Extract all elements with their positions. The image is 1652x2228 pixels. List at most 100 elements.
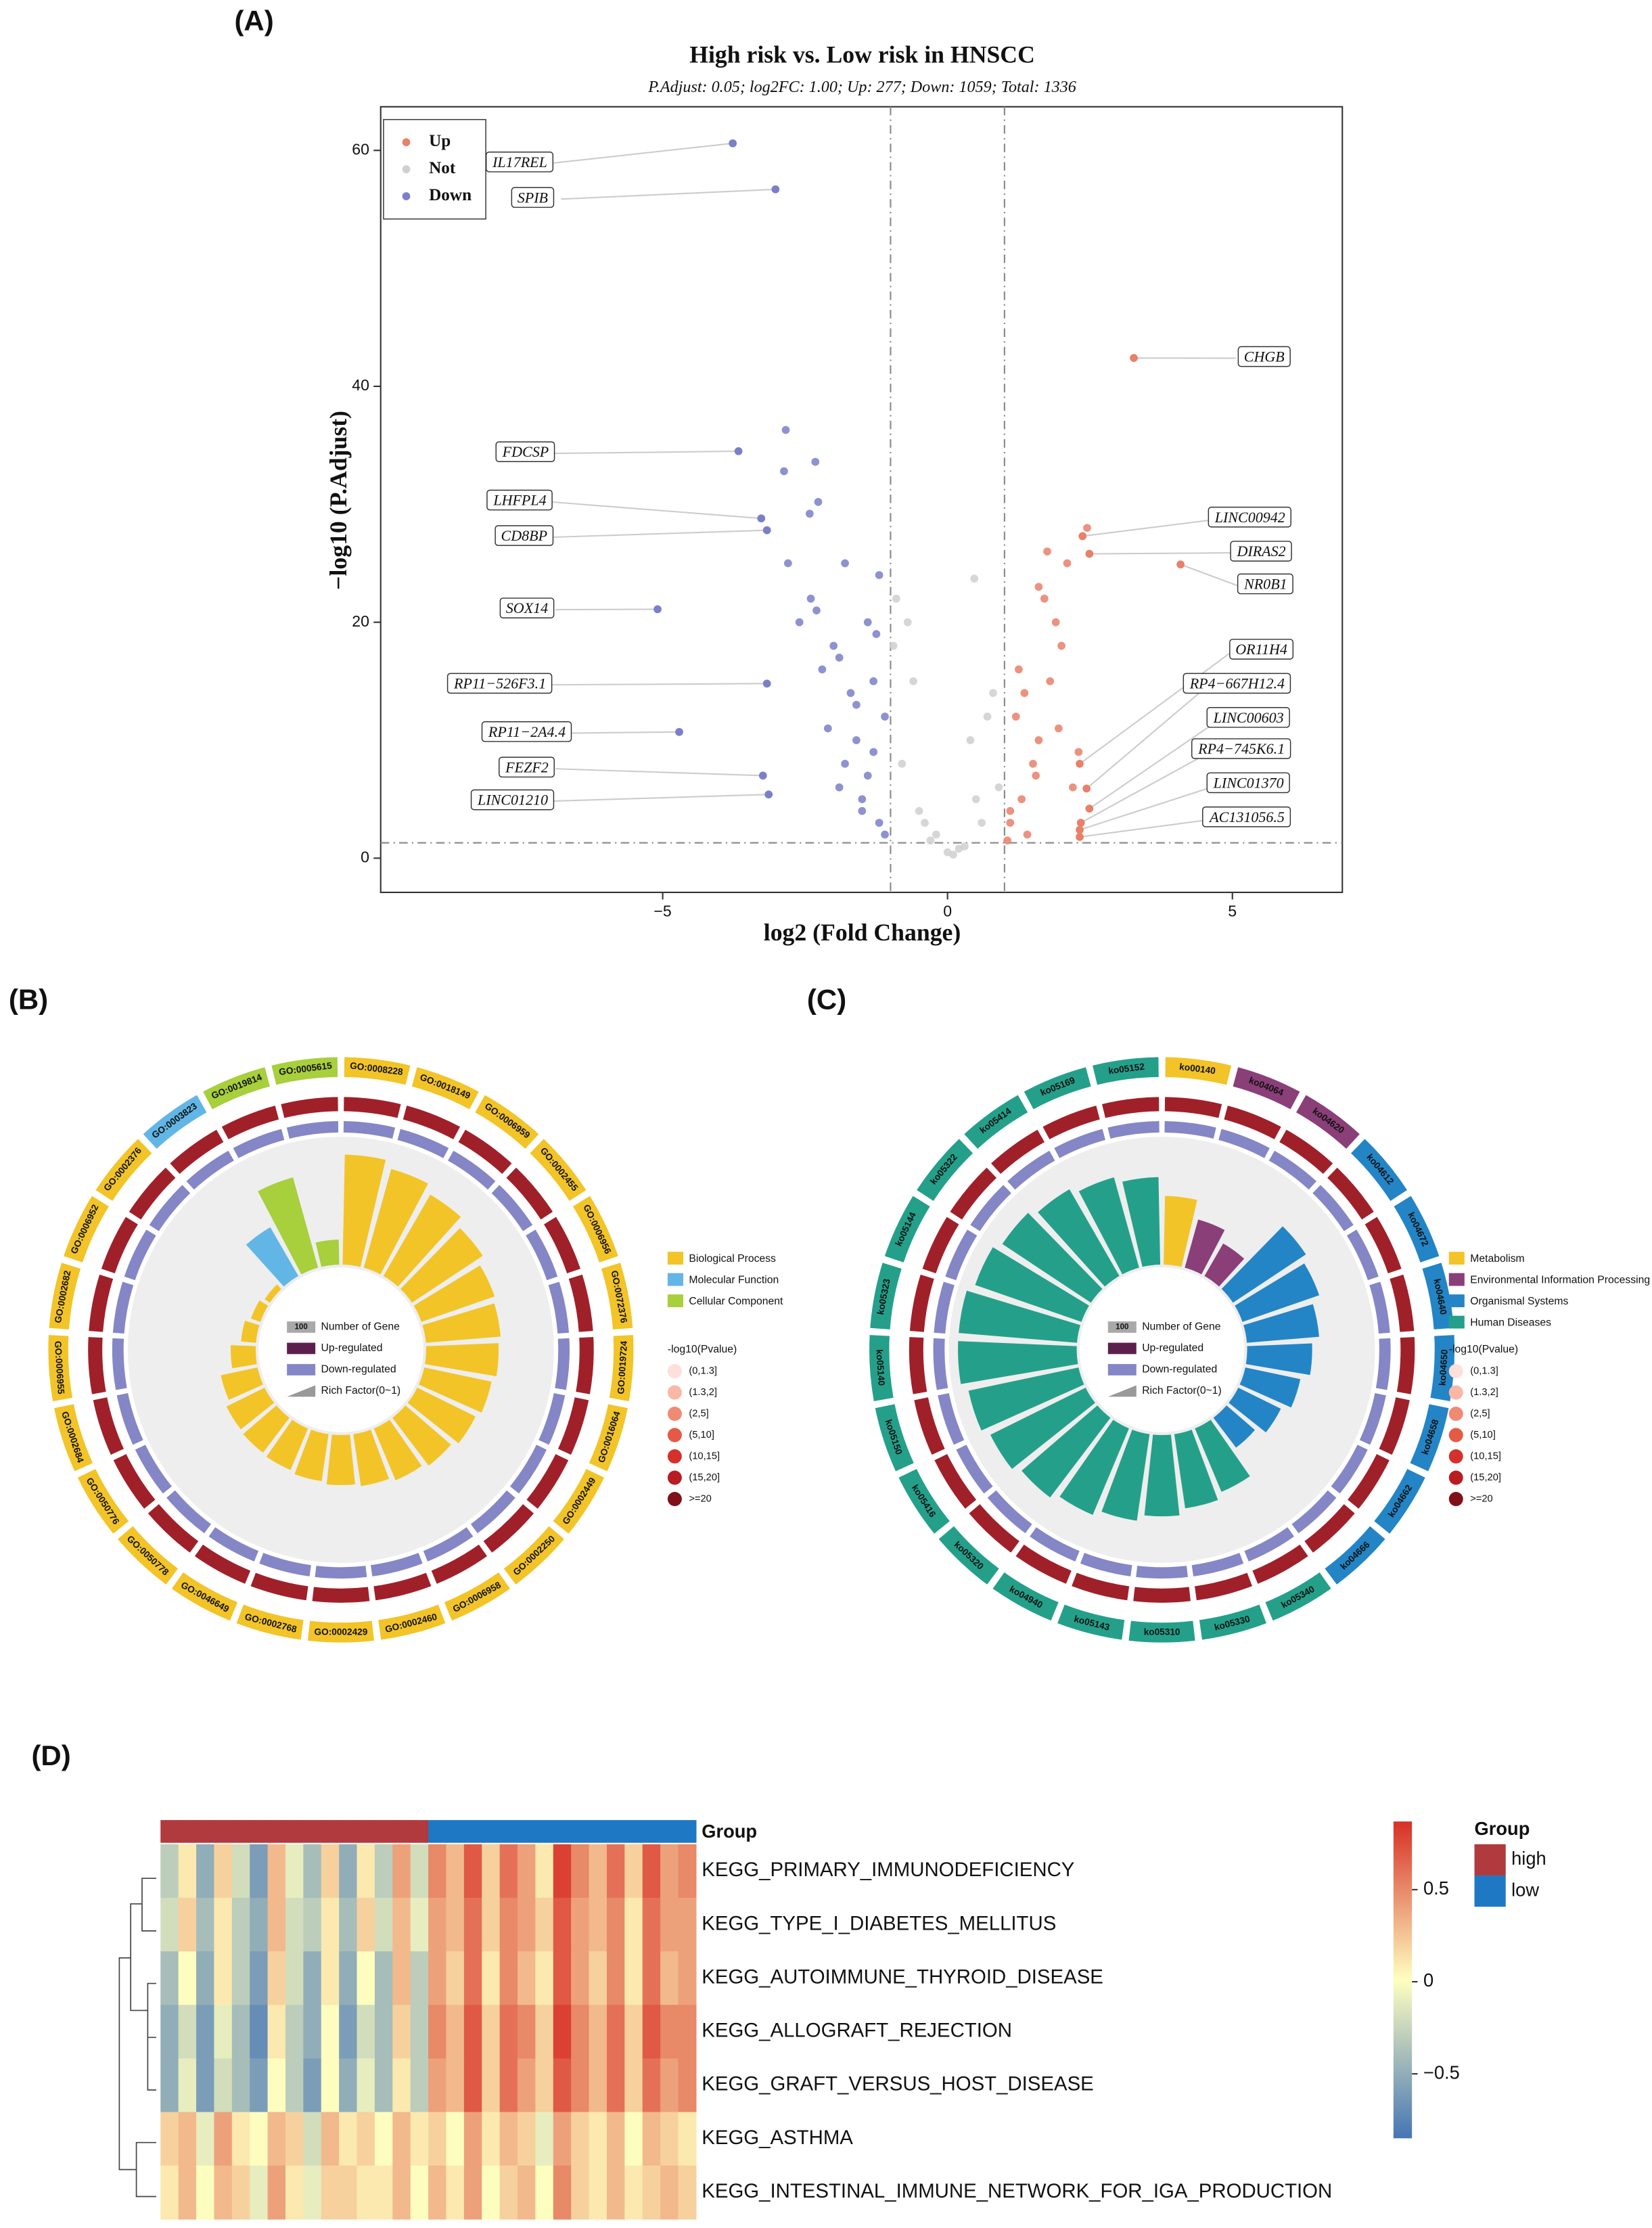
- rich-bar: [413, 1265, 495, 1322]
- pvalue-label: (1.3,2]: [689, 1387, 717, 1398]
- heat-cell: [339, 1897, 358, 1952]
- down-ring: [1244, 1527, 1294, 1562]
- heat-cell: [374, 2112, 393, 2166]
- heat-cell: [446, 2058, 465, 2113]
- term-sector: [1265, 1572, 1331, 1621]
- gene-label-box: [446, 673, 553, 694]
- heat-cell: [642, 2058, 661, 2113]
- heat-cell: [410, 2165, 429, 2220]
- pvalue-label: (5,10]: [1470, 1430, 1496, 1440]
- leader-line: [553, 450, 739, 455]
- down-ring: [233, 1129, 285, 1158]
- down-ring: [166, 1490, 212, 1534]
- pvalue-swatch: [667, 1470, 682, 1485]
- group-cell: [374, 1820, 393, 1843]
- rich-bar: [1174, 1430, 1218, 1509]
- category-legend-label: Human Diseases: [1470, 1317, 1551, 1328]
- legend-swatch: [1107, 1342, 1137, 1355]
- heat-cell: [196, 2005, 215, 2060]
- point: [762, 679, 771, 688]
- dendrogram: [118, 1878, 156, 2198]
- down-ring: [116, 1393, 143, 1445]
- rich-bar: [407, 1387, 476, 1444]
- gene-label: LINC00603: [1213, 709, 1284, 726]
- rich-bar: [221, 1367, 263, 1401]
- term-sector: [884, 1196, 930, 1263]
- gene-label-box: [1229, 639, 1294, 660]
- heat-cell: [518, 1897, 536, 1952]
- heat-cell: [285, 2005, 304, 2060]
- gene-label: LINC00942: [1214, 509, 1285, 526]
- point: [1003, 836, 1011, 845]
- heat-cell: [428, 2112, 447, 2166]
- leader-line: [1079, 817, 1219, 838]
- heat-cell: [642, 2165, 661, 2220]
- legend-swatch: [287, 1321, 316, 1333]
- point: [1040, 594, 1049, 603]
- leader-line: [1088, 718, 1221, 810]
- up-ring: [89, 1274, 114, 1332]
- gene-label-box: [495, 441, 555, 463]
- badge: 100: [295, 1323, 308, 1332]
- point: [989, 689, 997, 698]
- gene-label: RP11−526F3.1: [453, 675, 546, 691]
- term-label: GO:0002250: [511, 1533, 557, 1577]
- legend-swatch: [1448, 1252, 1465, 1265]
- rich-bar: [1204, 1243, 1245, 1287]
- heat-cell: [214, 1951, 233, 2005]
- heat-cell: [428, 1844, 447, 1899]
- heat-cell: [160, 2112, 179, 2166]
- row-label: KEGG_AUTOIMMUNE_THYROID_DISEASE: [702, 1965, 1103, 1988]
- point: [653, 605, 662, 614]
- pvalue-label: (2,5]: [1470, 1408, 1490, 1419]
- point: [869, 748, 878, 756]
- up-ring: [483, 1504, 534, 1553]
- heat-cell: [518, 1951, 536, 2005]
- heat-cell: [606, 2112, 625, 2166]
- heat-cell: [267, 2112, 286, 2166]
- heat-cell: [178, 2005, 197, 2060]
- group-cell: [446, 1820, 465, 1843]
- legend-marker: [402, 138, 411, 147]
- term-label: ko05152: [1107, 1062, 1145, 1076]
- heat-cell: [463, 1951, 482, 2005]
- center: [258, 1267, 423, 1432]
- heat-cell: [250, 2112, 269, 2166]
- down-ring: [1369, 1281, 1390, 1334]
- heat-cell: [624, 2005, 643, 2060]
- term-sector: [1374, 1469, 1425, 1534]
- leader-line: [1079, 650, 1234, 765]
- group-cell: [250, 1820, 269, 1843]
- heat-cell: [214, 2165, 233, 2220]
- point: [675, 727, 683, 736]
- pvalue-swatch: [667, 1364, 682, 1379]
- term-sector: [875, 1404, 914, 1472]
- heat-cell: [339, 1844, 358, 1899]
- rich-bar: [1022, 1405, 1111, 1498]
- down-ring: [1191, 1553, 1244, 1576]
- group-cell: [428, 1820, 447, 1843]
- group-cell: [571, 1820, 590, 1843]
- up-ring: [129, 1167, 176, 1220]
- up-ring: [147, 1504, 199, 1553]
- heat-cell: [463, 1897, 482, 1952]
- legend-swatch: [1474, 1875, 1506, 1907]
- gene-label-box: [1206, 706, 1290, 728]
- heat-cell: [285, 1844, 304, 1899]
- colorbar: [1393, 1821, 1413, 2139]
- point: [1011, 712, 1020, 721]
- row-label: KEGG_INTESTINAL_IMMUNE_NETWORK_FOR_IGA_P…: [702, 2180, 1332, 2202]
- heat-cell: [518, 2058, 536, 2113]
- heat-cell: [231, 2165, 250, 2220]
- up-ring: [1133, 1587, 1191, 1603]
- down-ring: [149, 1185, 191, 1231]
- up-ring: [1224, 1106, 1281, 1139]
- down-ring: [1291, 1490, 1337, 1534]
- y-tick-label: 0: [361, 848, 369, 865]
- point: [1076, 819, 1085, 827]
- down-ring: [945, 1229, 978, 1281]
- group-cell: [410, 1820, 429, 1843]
- down-ring: [1346, 1229, 1379, 1281]
- gene-label-box: [481, 721, 572, 742]
- y-tick-label: 40: [352, 376, 369, 394]
